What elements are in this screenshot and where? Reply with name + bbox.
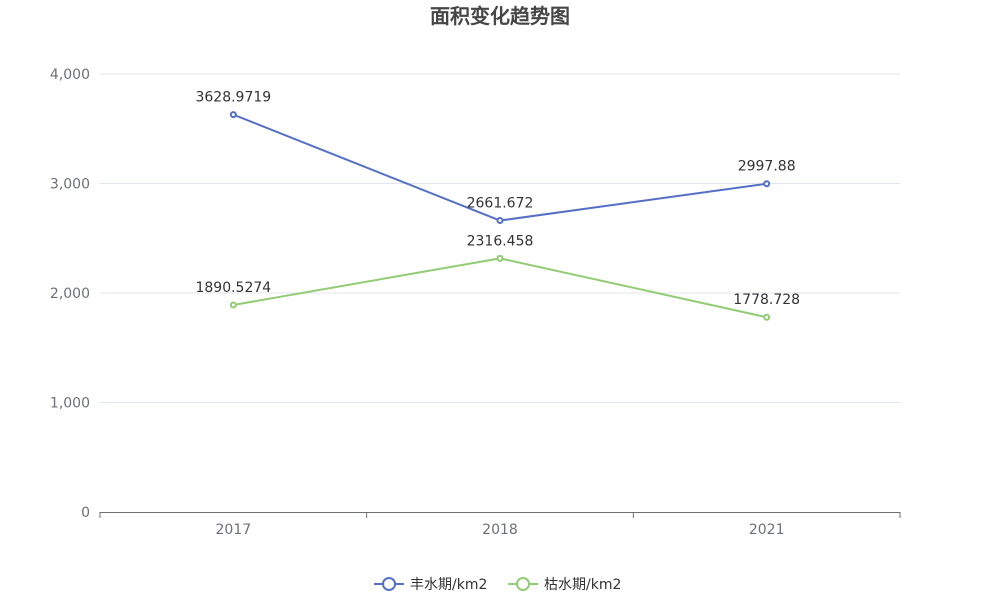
legend-item-2[interactable]: 枯水期/km2 [508, 577, 621, 593]
series-line-2 [233, 257, 767, 319]
legend-item-1[interactable]: 丰水期/km2 [374, 577, 487, 593]
y-tick-label: 2,000 [50, 286, 90, 302]
legend-label: 丰水期/km2 [410, 577, 487, 593]
data-label: 2661.672 [467, 196, 534, 212]
chart-title: 面积变化趋势图 [430, 4, 570, 28]
axes: 0 1,000 2,000 3,000 4,000 2017 2018 2021 [50, 67, 901, 538]
data-label: 1890.5274 [195, 280, 271, 296]
data-point[interactable] [229, 111, 237, 119]
x-tick-label: 2017 [216, 522, 252, 538]
x-tick-label: 2018 [482, 522, 518, 538]
data-point[interactable] [496, 254, 504, 262]
y-tick-label: 1,000 [50, 396, 90, 412]
legend-marker-icon [516, 577, 530, 591]
y-tick-label: 0 [81, 505, 90, 521]
series-layer [229, 111, 771, 321]
y-tick-label: 4,000 [50, 67, 90, 83]
y-tick-label: 3,000 [50, 177, 90, 193]
data-point[interactable] [229, 301, 237, 309]
data-labels: 3628.9719 2661.672 2997.88 1890.5274 2316.45… [195, 90, 800, 309]
grid-lines [100, 73, 900, 403]
data-label: 1778.728 [733, 292, 800, 308]
data-label: 2316.458 [467, 233, 534, 249]
data-point[interactable] [763, 180, 771, 188]
legend-label: 枯水期/km2 [544, 577, 621, 593]
data-label: 3628.9719 [195, 90, 271, 106]
data-point[interactable] [496, 217, 504, 225]
data-label: 2997.88 [738, 159, 796, 175]
x-tick-label: 2021 [749, 522, 785, 538]
data-point[interactable] [763, 313, 771, 321]
legend-marker-icon [382, 577, 396, 591]
legend[interactable]: 丰水期/km2 枯水期/km2 [374, 577, 621, 593]
